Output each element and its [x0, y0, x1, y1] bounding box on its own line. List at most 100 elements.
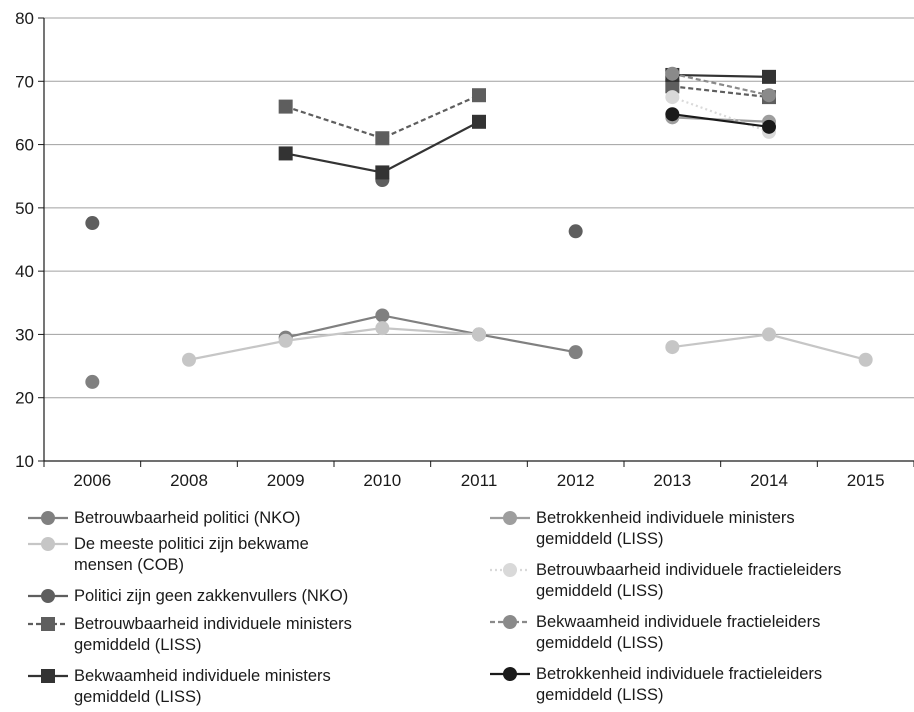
data-point	[665, 79, 680, 94]
legend-swatch	[28, 511, 68, 525]
data-point	[665, 90, 680, 105]
data-point	[85, 374, 100, 389]
data-point	[472, 88, 486, 103]
data-point	[762, 88, 776, 103]
data-point	[375, 165, 390, 180]
data-point	[278, 99, 293, 114]
x-tick-label: 2015	[847, 471, 885, 490]
x-tick-label: 2009	[267, 471, 305, 490]
data-point	[85, 216, 100, 231]
legend-swatch-marker	[503, 667, 517, 681]
data-point	[568, 224, 583, 239]
legend-item-3: Betrouwbaarheid individuele ministers ge…	[28, 614, 384, 656]
legend-swatch	[490, 667, 530, 681]
x-tick-label: 2012	[557, 471, 595, 490]
data-point	[278, 333, 293, 348]
legend-item-7: Bekwaamheid individuele fractieleiders g…	[490, 612, 856, 654]
data-point	[472, 327, 486, 342]
legend-swatch	[490, 563, 530, 577]
line-chart: 10 20 30 40 50 60 70 80 2006 2008 2009 2010 2011 201…	[15, 9, 914, 490]
legend-swatch-marker	[41, 511, 55, 525]
legend-label: Betrouwbaarheid politici (NKO)	[74, 509, 301, 527]
data-point	[762, 119, 776, 134]
data-point	[665, 107, 680, 122]
data-point	[375, 131, 390, 146]
legend-label: Betrokkenheid individuele ministers gemi…	[536, 509, 795, 548]
legend-swatch	[28, 589, 68, 603]
legend-label: Bekwaamheid individuele ministers gemidd…	[74, 667, 331, 706]
legend-label: Betrokkenheid individuele fractieleiders…	[536, 665, 823, 704]
series-2	[85, 173, 583, 239]
legend-item-6: Betrouwbaarheid individuele fractieleide…	[490, 560, 856, 602]
y-tick-label: 60	[15, 136, 34, 155]
y-tick-label: 50	[15, 199, 34, 218]
y-tick-label: 70	[15, 72, 34, 91]
x-tick-label: 2010	[363, 471, 401, 490]
series-3	[278, 79, 776, 146]
legend: Betrouwbaarheid politici (NKO) De meeste …	[0, 500, 914, 712]
legend-label: De meeste politici zijn bekwame mensen (…	[74, 535, 309, 574]
series-8	[665, 107, 776, 134]
legend-swatch-marker	[41, 537, 55, 551]
data-point	[665, 340, 680, 355]
data-point	[472, 114, 486, 129]
x-tick-label: 2013	[653, 471, 691, 490]
series-line	[672, 113, 770, 128]
gridlines	[43, 17, 914, 462]
data-point	[568, 345, 583, 360]
legend-swatch	[490, 511, 530, 525]
series-group	[85, 66, 873, 389]
legend-item-2: Politici zijn geen zakkenvullers (NKO)	[28, 586, 394, 607]
x-tick-label: 2008	[170, 471, 208, 490]
series-line	[672, 72, 770, 97]
legend-swatch-marker	[41, 669, 55, 683]
legend-item-1: De meeste politici zijn bekwame mensen (…	[28, 534, 324, 576]
legend-label: Betrouwbaarheid individuele ministers ge…	[74, 615, 352, 654]
series-line	[672, 85, 770, 99]
x-tick-label: 2014	[750, 471, 788, 490]
x-tick-label: 2011	[461, 471, 498, 490]
data-point	[182, 352, 196, 367]
series-0	[85, 308, 583, 389]
y-tick-label: 10	[15, 452, 34, 471]
x-tick-label: 2006	[73, 471, 111, 490]
series-line	[672, 73, 770, 78]
data-point	[762, 69, 776, 84]
legend-swatch-marker	[503, 615, 517, 629]
y-tick-label: 30	[15, 325, 34, 344]
legend-label: Betrouwbaarheid individuele fractieleide…	[536, 561, 842, 600]
legend-swatch-marker	[41, 617, 55, 631]
series-line	[285, 120, 480, 174]
data-point	[375, 321, 390, 336]
legend-swatch	[28, 669, 68, 683]
y-tick-label: 20	[15, 389, 34, 408]
legend-item-0: Betrouwbaarheid politici (NKO)	[28, 508, 394, 529]
data-point	[278, 146, 293, 161]
legend-swatch-marker	[41, 589, 55, 603]
legend-swatch-marker	[503, 511, 517, 525]
legend-swatch	[28, 537, 68, 551]
series-line	[671, 96, 770, 133]
legend-item-8: Betrokkenheid individuele fractieleiders…	[490, 664, 856, 706]
legend-label: Politici zijn geen zakkenvullers (NKO)	[74, 587, 349, 605]
series-line	[188, 326, 480, 361]
legend-swatch	[28, 617, 68, 631]
legend-item-4: Bekwaamheid individuele ministers gemidd…	[28, 666, 384, 708]
legend-swatch	[490, 615, 530, 629]
y-tick-label: 40	[15, 262, 34, 281]
legend-label: Bekwaamheid individuele fractieleiders g…	[536, 613, 821, 652]
legend-swatch-marker	[503, 563, 517, 577]
series-line	[285, 314, 576, 354]
data-point	[375, 308, 390, 323]
legend-item-5: Betrokkenheid individuele ministers gemi…	[490, 508, 856, 550]
data-point	[858, 352, 873, 367]
data-point	[665, 66, 680, 81]
y-axis-ticks: 10 20 30 40 50 60 70 80	[15, 9, 44, 471]
series-7	[665, 66, 776, 103]
series-4	[278, 67, 776, 180]
x-axis-ticks: 2006 2008 2009 2010 2011 2012 2013 2014 2015	[43, 461, 914, 490]
series-line	[285, 94, 480, 140]
y-tick-label: 80	[15, 9, 34, 28]
series-1	[182, 321, 873, 367]
data-point	[762, 327, 776, 342]
